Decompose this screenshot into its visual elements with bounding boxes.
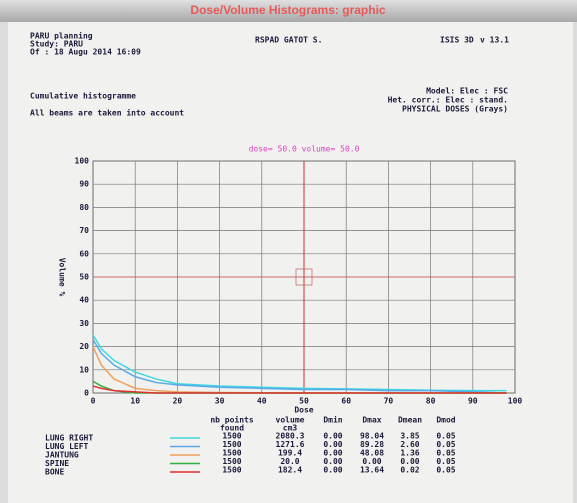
legend-label: LUNG RIGHT [45,434,93,443]
table-cell: 0.05 [436,466,455,475]
table-cell: 199.4 [278,449,302,458]
table-cell: 0.00 [323,440,342,449]
table-cell: 0.00 [323,466,342,475]
table-cell: 0.00 [362,457,381,466]
table-cell: 1500 [222,432,241,441]
header-text: Model: Elec : FSC [426,87,508,96]
table-cell: 0.00 [323,449,342,458]
annotation: dose= 50.0 volume= 50.0 [249,145,360,154]
table-cell: 0.00 [323,432,342,441]
y-tick-label: 0 [84,389,89,398]
x-tick-label: 100 [508,397,523,406]
table-cell: 182.4 [278,466,302,475]
header-text: RSPAD GATOT S. [255,36,322,45]
y-tick-label: 60 [79,249,89,258]
table-header: Dmax [362,416,381,425]
table-cell: 0.05 [436,432,455,441]
table-cell: 2080.3 [276,432,305,441]
y-tick-label: 40 [79,296,89,305]
y-tick-label: 70 [79,226,89,235]
table-header: volume [276,416,305,425]
paper [8,22,573,503]
table-cell: 0.05 [436,440,455,449]
table-cell: 0.00 [323,457,342,466]
y-tick-label: 80 [79,203,89,212]
series-line [92,385,507,394]
table-header: Dmod [436,416,455,425]
header-text: v 13.1 [480,36,509,45]
table-cell: 0.02 [400,466,419,475]
x-tick-label: 30 [215,397,225,406]
x-tick-label: 40 [257,397,267,406]
table-cell: 20.0 [280,457,299,466]
x-axis-label: Dose [294,406,313,415]
header-text: Study: PARU [30,40,83,49]
table-header: nb points [210,415,254,425]
x-tick-label: 80 [426,397,436,406]
table-cell: 1.36 [400,449,419,458]
y-tick-label: 20 [79,342,89,351]
table-cell: 0.05 [436,449,455,458]
title-bar [0,0,577,22]
table-cell: 1500 [222,440,241,449]
x-tick-label: 60 [341,397,351,406]
header-text: PARU planning [30,31,93,41]
y-tick-label: 10 [79,365,89,374]
header-text: PHYSICAL DOSES (Grays) [402,105,508,114]
table-header: found [220,424,244,433]
y-tick-label: 30 [79,319,89,328]
y-axis-label: Volume % [58,258,67,297]
y-tick-label: 90 [79,180,89,189]
table-cell: 1500 [222,457,241,466]
header-text: All beams are taken into account [30,108,184,118]
table-header: Dmean [398,416,422,425]
table-header: cm3 [283,424,298,433]
table-cell: 13.64 [360,466,384,475]
legend-label: BONE [45,468,64,477]
header-text: Het. corr.: Elec : stand. [388,96,508,105]
header-text: ISIS 3D [440,36,474,45]
table-header: Dmin [323,415,342,425]
x-tick-label: 50 [299,397,309,406]
y-tick-label: 100 [75,157,90,166]
window-title: Dose/Volume Histograms: graphic [190,3,385,17]
x-tick-label: 20 [173,397,183,406]
header-text: Of : 18 Augu 2014 16:09 [30,48,141,57]
table-cell: 0.05 [436,457,455,466]
legend-label: JANTUNG [45,451,79,460]
table-cell: 89.28 [360,440,384,449]
table-cell: 0.00 [400,457,419,466]
cursor-box [295,268,313,286]
x-tick-label: 70 [384,397,394,406]
table-cell: 2.60 [400,440,419,449]
table-cell: 1500 [222,449,241,458]
header-text: Cumulative histogramme [30,91,136,101]
x-tick-label: 0 [91,397,96,406]
series-line [92,339,507,394]
table-cell: 1500 [222,466,241,475]
legend-label: SPINE [45,459,69,468]
table-cell: 3.85 [400,432,419,441]
table-cell: 48.08 [360,449,384,458]
table-cell: 1271.6 [276,440,305,449]
legend-label: LUNG LEFT [45,442,89,451]
x-tick-label: 10 [130,397,140,406]
y-tick-label: 50 [79,273,89,282]
x-tick-label: 90 [468,397,478,406]
table-cell: 98.04 [360,432,384,441]
